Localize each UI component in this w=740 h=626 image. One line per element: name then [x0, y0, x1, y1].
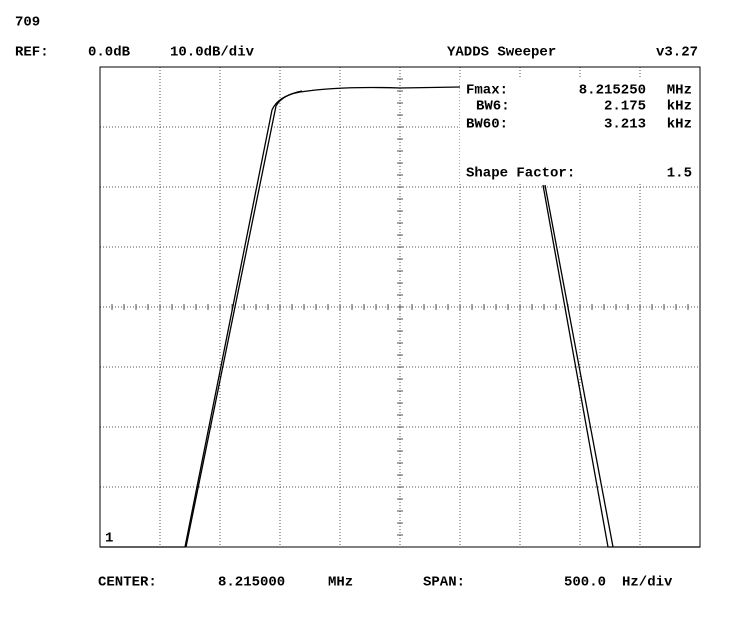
span-unit: Hz/div: [622, 575, 673, 591]
readout-value: 8.215250: [579, 83, 646, 99]
center-value: 8.215000: [218, 575, 285, 591]
center-label: CENTER:: [98, 575, 157, 591]
readout-label: Fmax:: [466, 83, 508, 99]
screen-id: 709: [15, 15, 40, 31]
readout-unit: MHz: [667, 83, 692, 99]
title: YADDS Sweeper: [447, 45, 556, 61]
ref-level: 0.0dB: [88, 45, 131, 61]
readout-value: 3.213: [604, 117, 646, 133]
readout-value: 1.5: [667, 166, 692, 182]
readout-unit: kHz: [667, 99, 692, 115]
response-trace-2: [185, 90, 614, 548]
version: v3.27: [656, 45, 698, 61]
readout-value: 2.175: [604, 99, 646, 115]
plot-frame: [99, 66, 701, 548]
readout-label: BW6:: [476, 99, 510, 115]
readout-label: BW60:: [466, 117, 508, 133]
ref-label: REF:: [15, 45, 49, 61]
span-value: 500.0: [564, 575, 606, 591]
readout-box: [460, 78, 699, 184]
marker: 1: [105, 531, 113, 547]
readout-unit: kHz: [667, 117, 692, 133]
center-unit: MHz: [328, 575, 353, 591]
span-label: SPAN:: [423, 575, 465, 591]
scale: 10.0dB/div: [170, 45, 255, 61]
readout-label: Shape Factor:: [466, 166, 575, 182]
grid: [99, 66, 701, 548]
